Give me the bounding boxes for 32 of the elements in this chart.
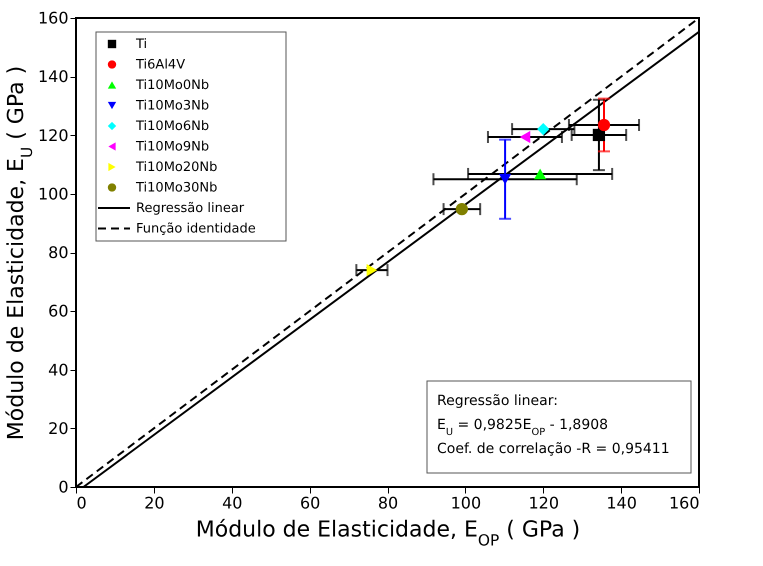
annotation: Regressão linear: [437, 393, 558, 409]
y-tick-label: 40 [48, 360, 68, 380]
x-tick-label: 140 [606, 494, 637, 512]
x-axis-title: Módulo de Elasticidade, E$_{OP}$ ( GPa ) [196, 518, 580, 550]
x-tick-label: 0 [76, 494, 87, 512]
legend-label: Ti6Al4V [135, 58, 186, 72]
annotation: Coef. de correlação -R = 0,95411 [437, 441, 670, 457]
x-tick-label: 40 [222, 494, 242, 512]
legend-label: Função identidade [136, 222, 256, 236]
y-tick-label: 60 [48, 302, 68, 321]
legend-label: Ti10Mo3Nb [135, 98, 210, 114]
legend-label: Ti [135, 37, 148, 52]
x-tick-label: 80 [378, 494, 398, 512]
y-tick-label: 20 [48, 418, 68, 438]
legend-label: Regressão linear [136, 201, 245, 216]
y-tick-label: 140 [38, 67, 68, 86]
y-tick-label: 100 [38, 184, 68, 204]
x-tick-label: 160 [668, 494, 700, 512]
x-tick-label: 120 [528, 494, 560, 512]
x-tick-label: 100 [450, 494, 482, 512]
y-tick-label: 0 [58, 478, 68, 496]
legend-label: Ti10Mo20Nb [135, 160, 218, 175]
x-tick-label: 60 [300, 494, 320, 512]
legend-label: Ti10Mo9Nb [135, 140, 210, 154]
annotation: E$_{U}$ = 0,9825E$_{OP}$ - 1,8908 [437, 417, 608, 438]
y-tick-label: 160 [38, 8, 68, 28]
legend-label: Ti10Mo30Nb [135, 180, 218, 196]
legend-label: Ti10Mo6Nb [135, 119, 210, 134]
x-tick-label: 20 [144, 494, 165, 512]
legend-label: Ti10Mo0Nb [135, 78, 210, 93]
y-tick-label: 120 [38, 126, 68, 145]
y-tick-label: 80 [48, 243, 68, 262]
